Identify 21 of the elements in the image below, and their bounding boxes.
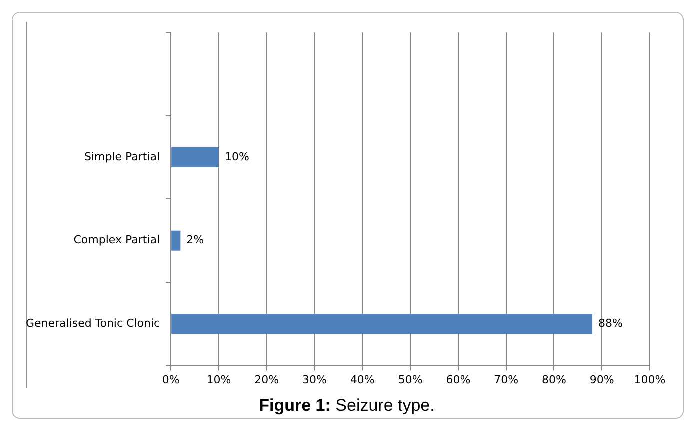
x-tick-label: 40% bbox=[350, 373, 375, 386]
data-label: 88% bbox=[598, 317, 623, 330]
x-tick-label: 10% bbox=[206, 373, 232, 386]
x-tick-label: 70% bbox=[494, 373, 519, 386]
x-tick-label: 30% bbox=[302, 373, 327, 386]
bar bbox=[172, 314, 593, 334]
y-tick-label: Generalised Tonic Clonic bbox=[26, 317, 160, 330]
bar bbox=[172, 230, 181, 251]
x-tick-label: 90% bbox=[590, 373, 614, 386]
x-tick-label: 100% bbox=[634, 373, 666, 386]
data-label: 2% bbox=[186, 234, 204, 247]
x-tick-label: 60% bbox=[446, 373, 471, 386]
x-tick-label: 80% bbox=[542, 373, 566, 386]
x-tick-label: 0% bbox=[162, 373, 180, 386]
y-tick-label: Complex Partial bbox=[74, 234, 160, 247]
text: Figure 1: Seizure type. bbox=[258, 396, 436, 416]
bar bbox=[172, 148, 219, 168]
x-tick-label: 20% bbox=[254, 373, 280, 386]
y-tick-label: Simple Partial bbox=[84, 150, 160, 164]
data-label: 10% bbox=[224, 150, 250, 164]
x-tick-label: 50% bbox=[398, 373, 423, 386]
